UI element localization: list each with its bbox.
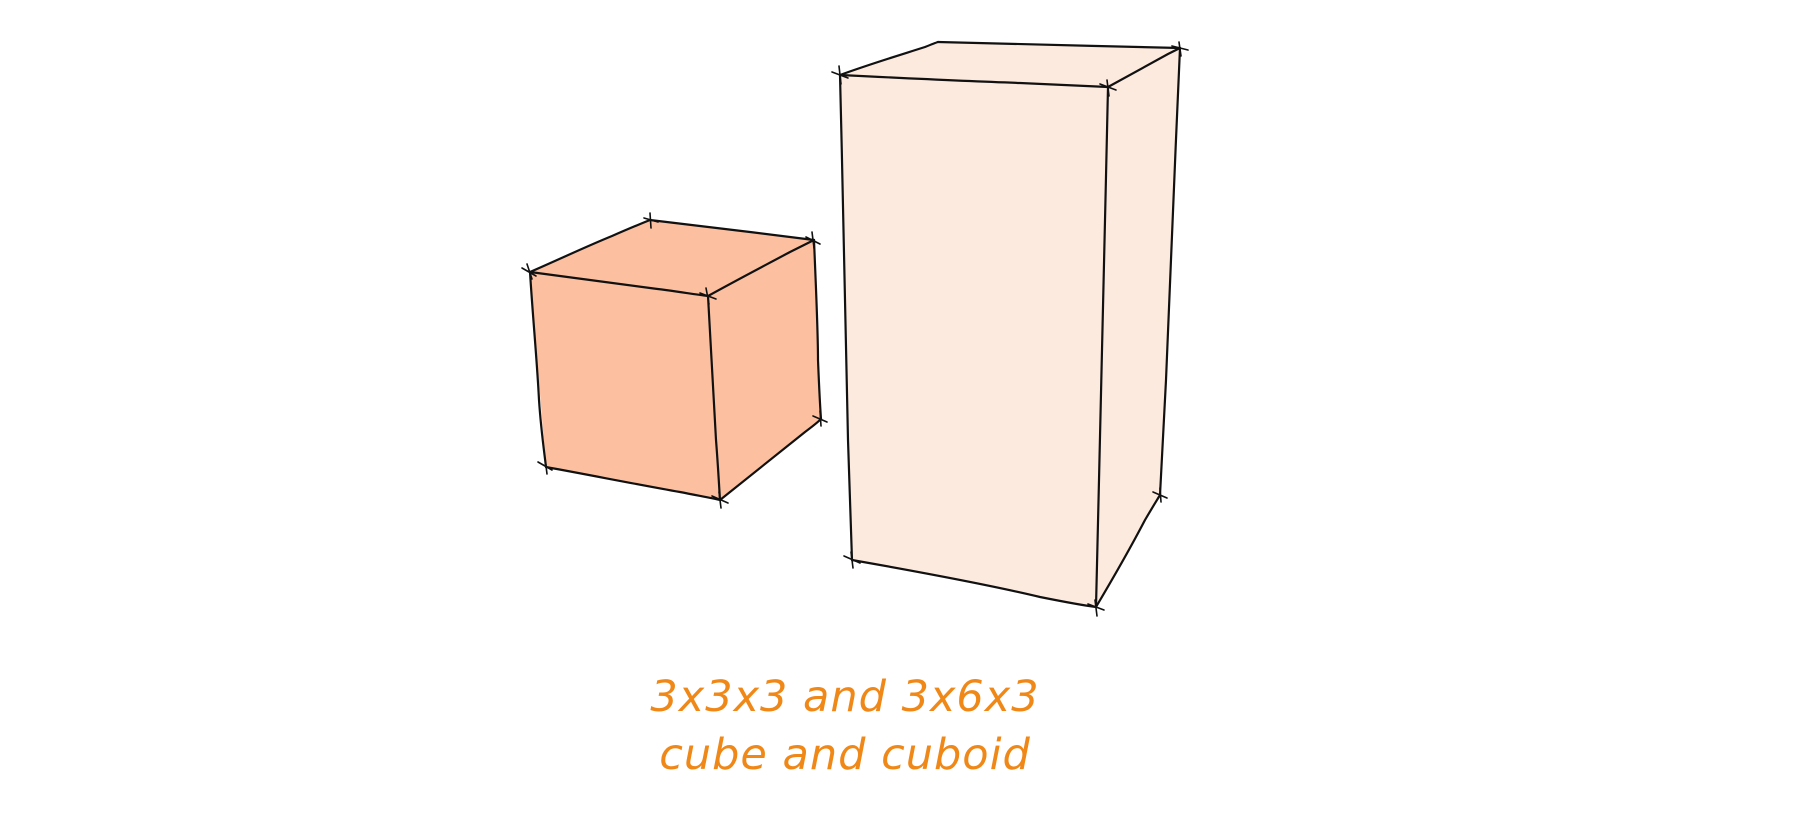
cuboid-edge-front-left: [838, 73, 854, 562]
cube-edge-bottom-right: [718, 417, 823, 502]
cube-side-face: [708, 240, 821, 500]
cube-corner-tick: [812, 410, 828, 427]
cuboid-edge-top-right: [1106, 46, 1182, 89]
cube-edge-back-right: [812, 238, 823, 421]
cube-edge-top-front: [528, 270, 710, 298]
cube-corner-tick: [699, 287, 717, 305]
cube-edge-top-left: [528, 218, 652, 274]
cube-corner-tick: [711, 491, 729, 509]
cuboid-edge-top-front: [838, 73, 1110, 89]
cuboid-corner-tick: [1099, 79, 1117, 97]
cuboid-corner-tick: [831, 65, 849, 85]
cube-front-face: [530, 272, 720, 500]
cuboid-shape: [831, 40, 1189, 617]
cuboid-edge-back-right: [1158, 46, 1182, 497]
cube-corner-tick: [521, 263, 537, 280]
caption-dimensions: 3x3x3 and 3x6x3: [650, 672, 1040, 722]
cuboid-edge-bottom-right: [1094, 493, 1162, 609]
caption-shape-names: cube and cuboid: [659, 730, 1031, 780]
cube-corner-tick: [537, 457, 553, 475]
cube-corner-tick: [643, 212, 659, 229]
cuboid-corner-tick: [843, 551, 861, 569]
cuboid-corner-tick: [1152, 487, 1168, 503]
cuboid-corner-tick: [1171, 41, 1189, 57]
cuboid-side-face: [1096, 48, 1180, 607]
cube-edge-top-right: [706, 238, 816, 298]
cube-edge-top-back: [648, 218, 816, 242]
cuboid-edge-top-back: [936, 40, 1182, 50]
cuboid-corner-tick: [1087, 599, 1105, 617]
cuboid-top-face: [840, 42, 1180, 87]
cube-edge-front-left: [528, 270, 548, 469]
cuboid-edge-bottom-front: [850, 558, 1098, 609]
cube-corner-tick: [805, 231, 821, 249]
cube-edge-front-right: [706, 294, 722, 502]
cuboid-front-face: [840, 75, 1108, 607]
cuboid-edge-top-left: [838, 40, 940, 77]
cube-edge-bottom-front: [544, 465, 722, 502]
cuboid-edge-front-right: [1094, 85, 1110, 609]
cube-shape: [521, 212, 828, 509]
